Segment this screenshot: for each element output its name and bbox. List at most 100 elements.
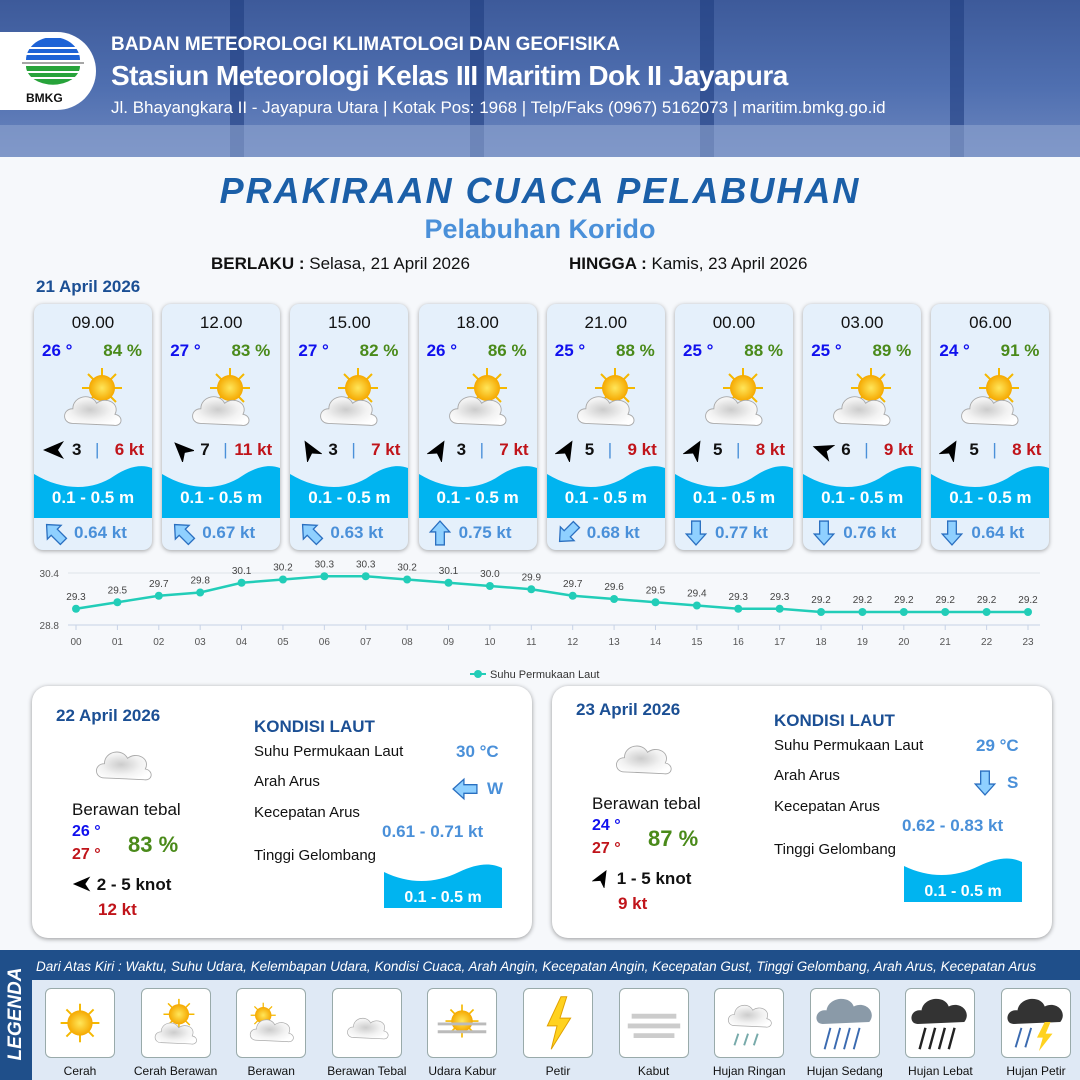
wave-height: 0.1 - 0.5 m [692,488,776,507]
x-tick-label: 01 [112,637,124,648]
partly-cloudy-icon [140,988,211,1058]
air-temp: 25 ° [554,341,586,360]
humidity: 82 % [359,341,399,360]
legend-strip [32,950,1080,980]
current-speed: 0.67 kt [202,523,256,542]
temp-min: 26 ° [72,823,101,840]
x-tick-label: 19 [857,637,869,648]
data-point [237,578,246,587]
valid-from-value: Selasa, 21 April 2026 [309,254,470,273]
wind-range: 1 - 5 knot [591,866,692,889]
humidity: 84 % [103,341,142,360]
data-label: 29.7 [149,579,169,590]
wind-direction-icon [426,438,451,462]
x-tick-label: 09 [443,637,455,648]
overcast-icon [612,732,676,778]
x-tick-label: 06 [319,637,331,648]
current-direction-icon [685,520,707,546]
legend-item-label: Udara Kabur [428,1064,497,1078]
wind-row: 3 | 7 kt [296,438,404,462]
x-tick-label: 12 [567,637,579,648]
wind-range-value: 1 - 5 knot [616,869,692,888]
data-label: 29.5 [108,585,128,596]
data-label: 30.3 [356,560,376,570]
divider: | [479,440,485,459]
x-tick-label: 11 [526,637,537,648]
data-label: 29.7 [563,579,583,590]
x-tick-label: 05 [277,637,289,648]
current-speed: 0.64 kt [971,523,1025,542]
forecast-card: 03.00 25 ° 89 % 6 | 9 kt 0.1 - 0.5 m 0.7… [803,304,922,550]
x-tick-label: 10 [484,637,496,648]
divider: | [223,440,228,459]
forecast-time: 09.00 [71,313,115,332]
forecast-time: 03.00 [840,313,884,332]
wave-height: 0.1 - 0.5 m [51,488,135,507]
data-point [485,582,494,590]
wind-speed: 5 [969,440,979,459]
wave-height-value: 0.1 - 0.5 m [924,883,1002,900]
wind-speed: 5 [713,440,723,459]
current-row: 0.63 kt [296,518,404,548]
temp-max: 27 ° [592,840,621,857]
current-speed: 0.64 kt [74,523,127,542]
legend-item-label: Cerah [63,1064,97,1078]
wave-graphic [290,466,409,518]
gust-speed: 8 kt [755,440,785,459]
forecast-time: 21.00 [584,313,628,332]
wind-row: 5 | 9 kt [553,438,661,462]
temp-min: 24 ° [592,817,621,834]
wind-direction-icon [554,438,579,462]
valid-from-label: BERLAKU : [211,254,305,273]
wave-graphic [803,466,922,518]
forecast-card: 09.00 26 ° 84 % 3 | 6 kt 0.1 - 0.5 m 0.6… [34,304,152,550]
sst-value: 30 °C [456,742,499,761]
data-point [775,604,784,613]
data-label: 29.2 [935,595,955,606]
wind-direction-icon [43,441,64,459]
temp-max: 27 ° [72,846,101,863]
humidity: 89 % [872,341,912,360]
wind-speed: 3 [328,440,338,459]
heavy-rain-icon [905,988,976,1058]
current-direction-icon [813,520,835,546]
gust-speed: 7 kt [371,440,401,459]
current-row: 0.76 kt [809,518,917,548]
humidity: 88 % [616,341,655,360]
current-row: 0.64 kt [40,518,148,548]
valid-to: HINGGA : Kamis, 23 April 2026 [569,254,807,274]
wave-graphic [162,466,281,518]
data-label: 30.1 [232,566,252,577]
legend-side [0,950,32,1080]
wave-height: 0.1 - 0.5 m [949,488,1032,507]
wind-direction-icon [591,866,614,889]
lightning-icon [523,988,593,1058]
humidity: 87 % [648,826,699,851]
weather-description: Berawan tebal [592,794,701,813]
gust-speed: 12 kt [98,900,137,919]
partly-cloudy-icon [314,368,386,434]
wave-height-value: 0.1 - 0.5 m [404,889,482,906]
data-label: 29.6 [604,582,624,593]
partly-cloudy-icon [58,368,130,434]
port-name: Pelabuhan Korido [424,214,656,244]
divider: | [992,440,997,459]
current-direction-icon [42,520,68,546]
wave-height-label: Tinggi Gelombang [774,841,897,858]
partly-cloudy-icon [443,368,515,434]
y-tick-label: 30.4 [40,569,60,580]
legend-item-label: Cerah Berawan [133,1064,218,1078]
data-label: 29.2 [977,595,997,606]
x-tick-label: 00 [70,637,82,648]
day-date: 23 April 2026 [576,700,681,719]
current-direction-value: S [1007,773,1019,792]
moderate-rain-icon [809,988,880,1058]
wind-row: 5 | 8 kt [681,438,789,462]
wind-direction-icon [683,438,707,462]
current-direction-value: W [487,779,504,798]
sunny-icon [45,988,115,1058]
cloudy-icon [236,988,307,1058]
partly-cloudy-icon [699,368,771,434]
current-row: 0.64 kt [937,518,1045,548]
data-point [982,608,991,616]
